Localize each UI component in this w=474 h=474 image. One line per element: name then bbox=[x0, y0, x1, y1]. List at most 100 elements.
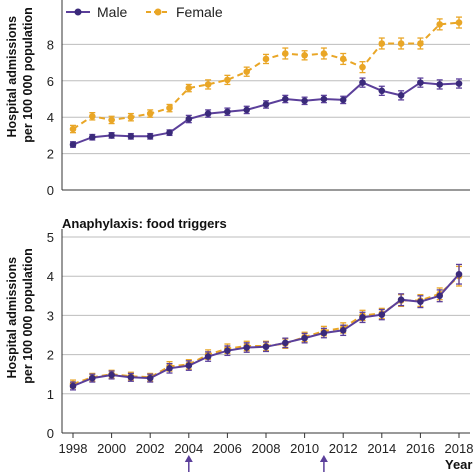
top-point-male bbox=[89, 133, 96, 141]
top-point-female bbox=[301, 52, 308, 59]
top-point-female bbox=[166, 104, 173, 112]
top-point-male bbox=[69, 141, 77, 148]
bottom-x-tick-label: 2008 bbox=[252, 441, 281, 456]
bottom-point-male bbox=[262, 343, 270, 351]
bottom-point-male bbox=[243, 344, 250, 351]
bottom-point-male bbox=[224, 347, 231, 354]
top-point-male bbox=[339, 96, 347, 104]
bottom-point-male bbox=[89, 374, 96, 382]
bottom-x-tick-label: 2016 bbox=[406, 441, 435, 456]
top-y-tick-label: 4 bbox=[47, 110, 54, 125]
bottom-point-male bbox=[339, 326, 347, 334]
bottom-point-male bbox=[127, 374, 135, 381]
top-point-male bbox=[359, 79, 366, 86]
top-point-female bbox=[359, 63, 366, 71]
top-y-tick-label: 0 bbox=[47, 183, 54, 198]
top-point-male bbox=[146, 133, 154, 140]
top-point-female bbox=[89, 112, 96, 120]
bottom-point-male bbox=[301, 334, 308, 342]
legend-female-label: Female bbox=[176, 4, 223, 20]
bottom-y-tick-label: 1 bbox=[47, 387, 54, 402]
bottom-x-tick-label: 1998 bbox=[59, 441, 88, 456]
bottom-point-male bbox=[436, 292, 444, 300]
top-point-male bbox=[397, 92, 405, 99]
top-point-female bbox=[146, 110, 154, 117]
legend-female-marker bbox=[154, 8, 162, 16]
bottom-panel: 0 1 2 3 4 5 1998 2000 2002 2004 2006 2008 2010 2012 20… bbox=[47, 229, 474, 472]
top-point-male bbox=[243, 106, 250, 114]
legend: Male Female bbox=[66, 4, 223, 20]
top-point-male bbox=[436, 81, 444, 88]
event-arrow-head bbox=[319, 455, 328, 462]
bottom-x-tick-label: 2000 bbox=[97, 441, 126, 456]
top-point-male bbox=[108, 132, 115, 139]
legend-male-label: Male bbox=[97, 4, 128, 20]
top-point-female bbox=[108, 116, 115, 124]
top-point-female bbox=[417, 40, 424, 47]
bottom-x-tick-label: 2012 bbox=[329, 441, 358, 456]
top-point-male bbox=[455, 80, 463, 87]
bottom-ylabel: Hospital admissions per 100 000 populati… bbox=[5, 248, 35, 383]
bottom-x-tick-label: 2002 bbox=[136, 441, 165, 456]
bottom-point-male bbox=[282, 339, 289, 347]
bottom-y-tick-label: 5 bbox=[47, 230, 54, 245]
bottom-ylabel-line-2: per 100 000 population bbox=[21, 248, 35, 383]
top-point-male bbox=[282, 95, 289, 103]
bottom-point-male bbox=[359, 314, 366, 321]
bottom-y-tick-label: 2 bbox=[47, 348, 54, 363]
top-point-male bbox=[185, 115, 193, 123]
bottom-point-male bbox=[166, 365, 173, 372]
bottom-point-male bbox=[185, 362, 193, 369]
legend-male-marker bbox=[74, 8, 82, 16]
bottom-point-male bbox=[455, 270, 463, 278]
top-y-tick-label: 2 bbox=[47, 147, 54, 162]
bottom-x-tick-label: 2018 bbox=[445, 441, 474, 456]
top-point-female bbox=[185, 84, 193, 92]
bottom-series-female-line bbox=[72, 275, 460, 385]
bottom-series-male-line bbox=[72, 273, 460, 387]
top-point-male bbox=[224, 108, 231, 116]
bottom-point-male bbox=[146, 374, 154, 382]
top-point-female bbox=[320, 50, 328, 57]
top-ylabel-line-2: per 100 000 population bbox=[21, 7, 35, 142]
bottom-point-male bbox=[204, 353, 212, 360]
bottom-x-tick-label: 2006 bbox=[213, 441, 242, 456]
top-point-female bbox=[262, 55, 270, 63]
top-y-tick-label: 6 bbox=[47, 74, 54, 89]
event-arrow-head bbox=[184, 455, 193, 462]
top-point-male bbox=[320, 95, 328, 103]
x-axis-label: Year bbox=[445, 457, 472, 472]
bottom-ylabel-line-1: Hospital admissions bbox=[5, 257, 19, 379]
bottom-y-tick-label: 0 bbox=[47, 426, 54, 441]
top-point-male bbox=[417, 79, 424, 86]
bottom-point-male bbox=[108, 371, 115, 379]
bottom-point-male bbox=[320, 329, 328, 337]
top-point-male bbox=[378, 87, 386, 95]
top-point-female bbox=[69, 125, 77, 133]
bottom-point-male bbox=[397, 296, 405, 304]
bottom-x-tick-label: 2004 bbox=[174, 441, 203, 456]
top-panel: 0 2 4 6 8 bbox=[47, 0, 470, 198]
top-point-female bbox=[127, 113, 135, 121]
top-point-female bbox=[282, 50, 289, 57]
bottom-y-tick-label: 4 bbox=[47, 269, 54, 284]
top-y-tick-label: 8 bbox=[47, 37, 54, 52]
top-point-male bbox=[262, 101, 270, 108]
top-point-male bbox=[204, 110, 212, 117]
bottom-point-male bbox=[417, 298, 424, 305]
top-point-female bbox=[224, 76, 231, 84]
bottom-point-male bbox=[69, 382, 77, 390]
top-point-female bbox=[378, 40, 386, 47]
top-point-female bbox=[397, 40, 405, 47]
top-point-female bbox=[204, 81, 212, 88]
top-point-male bbox=[166, 129, 173, 136]
top-ylabel: Hospital admissions per 100 000 populati… bbox=[5, 7, 35, 142]
bottom-y-tick-label: 3 bbox=[47, 308, 54, 323]
bottom-panel-title: Anaphylaxis: food triggers bbox=[62, 216, 227, 231]
top-point-female bbox=[339, 55, 347, 63]
top-point-female bbox=[243, 68, 250, 75]
bottom-point-male bbox=[378, 311, 386, 318]
top-point-male bbox=[127, 133, 135, 140]
top-point-female bbox=[436, 21, 444, 28]
